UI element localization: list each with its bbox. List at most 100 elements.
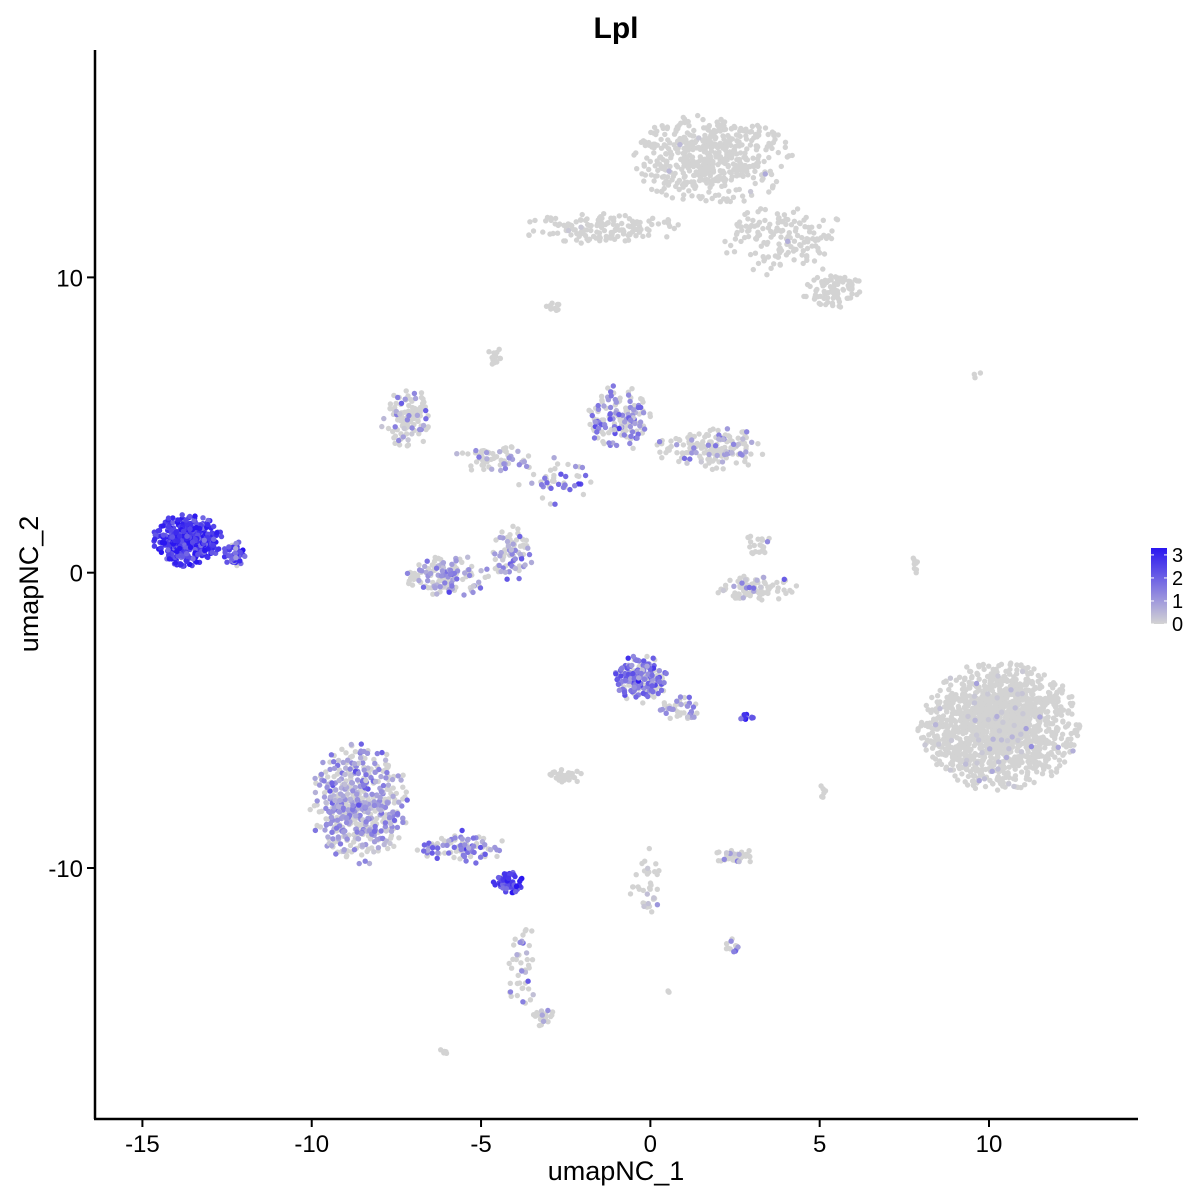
y-tick-label: 0: [70, 561, 83, 588]
cell-point: [421, 842, 428, 848]
cell-point: [744, 429, 750, 435]
cell-point: [675, 222, 681, 228]
cell-point: [329, 842, 335, 849]
cell-point: [720, 133, 726, 139]
cell-point: [1033, 709, 1040, 715]
cell-point: [340, 793, 346, 799]
cell-point: [400, 819, 406, 826]
cell-point: [478, 568, 484, 574]
cell-point: [525, 545, 531, 551]
cell-point: [510, 541, 516, 547]
cell-point: [459, 450, 466, 456]
cell-point: [797, 220, 803, 227]
cell-point: [567, 222, 573, 228]
cell-point: [805, 239, 811, 245]
cell-point: [929, 694, 935, 701]
cell-point: [925, 707, 931, 713]
cell-point: [691, 172, 698, 178]
cell-point: [588, 227, 594, 234]
cell-point: [389, 776, 396, 783]
cell-point: [382, 823, 389, 830]
cell-point: [700, 439, 706, 445]
cell-point: [957, 745, 963, 751]
cell-point: [555, 481, 562, 487]
cell-point: [654, 160, 661, 167]
cell-point: [387, 401, 394, 407]
cell-point: [713, 465, 720, 471]
cell-point: [964, 664, 970, 670]
cell-point: [316, 782, 323, 788]
cell-point: [550, 770, 557, 776]
cell-point: [1051, 745, 1057, 752]
cell-point: [1057, 687, 1063, 693]
cell-point: [649, 186, 655, 193]
cell-point: [702, 434, 708, 440]
cell-point: [650, 215, 656, 221]
cell-point: [442, 580, 448, 586]
cell-point: [327, 809, 333, 816]
cell-point: [706, 460, 712, 466]
cell-point: [762, 206, 768, 213]
cell-point: [820, 217, 826, 223]
cell-point: [736, 858, 742, 865]
cell-point: [403, 388, 409, 394]
cell-point: [700, 116, 706, 123]
cell-point: [613, 442, 620, 449]
cell-point: [216, 546, 222, 552]
cell-point: [362, 800, 369, 806]
cell-point: [515, 972, 521, 979]
cell-point: [640, 410, 647, 416]
cell-point: [588, 222, 594, 229]
cell-point: [791, 246, 797, 252]
cell-point: [218, 533, 225, 540]
cell-point: [1006, 764, 1012, 770]
cell-point: [645, 900, 651, 907]
cell-point: [453, 558, 459, 564]
cell-point: [689, 193, 695, 199]
cell-point: [547, 467, 554, 473]
cell-point: [608, 389, 614, 395]
cell-point: [384, 751, 390, 758]
cell-point: [362, 858, 368, 864]
cell-point: [988, 685, 995, 691]
cell-point: [331, 759, 337, 765]
cell-point: [1010, 776, 1017, 782]
cell-point: [690, 704, 697, 710]
cell-point: [654, 902, 661, 908]
cell-point: [804, 257, 810, 263]
cell-point: [201, 537, 207, 543]
cell-point: [911, 565, 918, 572]
cell-point: [400, 434, 406, 440]
cell-point: [630, 407, 637, 413]
cell-point: [423, 416, 429, 422]
cell-point: [621, 689, 628, 696]
cell-point: [953, 677, 959, 683]
cell-point: [335, 834, 341, 840]
cell-point: [620, 231, 627, 237]
cell-point: [823, 235, 830, 242]
cell-point: [677, 141, 683, 148]
cell-point: [466, 572, 473, 579]
cell-point: [1015, 743, 1021, 749]
cell-point: [1004, 738, 1011, 744]
cell-point: [650, 689, 656, 695]
cell-point: [1023, 725, 1029, 732]
cell-point: [762, 125, 769, 131]
cell-point: [731, 147, 737, 153]
cell-point: [511, 942, 517, 948]
cell-point: [363, 819, 369, 825]
cell-point: [1023, 687, 1029, 693]
cell-point: [677, 694, 684, 700]
cell-point: [319, 808, 325, 814]
cell-point: [499, 529, 505, 535]
cell-point: [189, 539, 196, 545]
cell-point: [773, 178, 780, 185]
cell-point: [512, 888, 519, 895]
cell-point: [748, 222, 755, 229]
cell-point: [731, 583, 737, 589]
cell-point: [731, 851, 737, 857]
cell-point: [638, 226, 644, 233]
cell-point: [314, 802, 320, 808]
cell-point: [640, 887, 646, 894]
cell-point: [1036, 747, 1043, 753]
